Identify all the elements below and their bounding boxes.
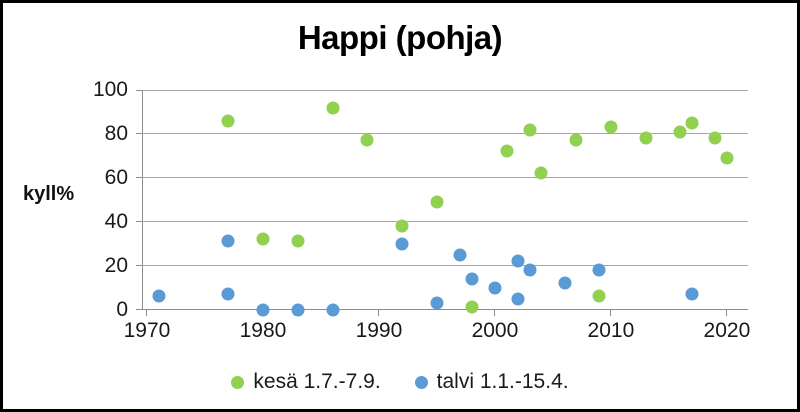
data-point-series1-7 (430, 296, 444, 310)
data-point-series1-0 (152, 289, 166, 303)
x-tick-2000 (494, 309, 496, 316)
x-tick-label-2010: 2010 (587, 318, 635, 342)
y-tick-0 (136, 309, 142, 310)
x-tick-label-1980: 1980 (239, 318, 287, 342)
data-point-series0-16 (685, 116, 699, 130)
y-tick-60 (136, 177, 142, 179)
data-point-series0-9 (523, 123, 537, 136)
data-point-series0-12 (592, 289, 606, 303)
data-point-series0-1 (256, 232, 270, 246)
data-point-series1-4 (291, 303, 305, 316)
data-point-series1-10 (488, 281, 502, 295)
gridline-y-20 (142, 265, 748, 267)
data-point-series1-14 (558, 276, 572, 290)
y-tick-100 (136, 89, 142, 91)
legend-label-0: kesä 1.7.-7.9. (253, 370, 381, 393)
x-tick-label-1990: 1990 (355, 318, 403, 342)
gridline-y-80 (142, 133, 748, 135)
data-point-series1-3 (256, 303, 270, 316)
data-point-series1-8 (453, 248, 467, 262)
data-point-series0-7 (465, 300, 479, 314)
data-point-series1-16 (685, 287, 699, 301)
data-point-series0-2 (291, 234, 305, 248)
y-tick-label-20: 20 (104, 253, 128, 277)
data-point-series1-11 (511, 254, 525, 268)
y-axis-line (141, 90, 143, 310)
data-point-series0-6 (430, 195, 444, 209)
x-tick-label-1970: 1970 (123, 318, 171, 342)
x-tick-label-2020: 2020 (703, 318, 751, 342)
data-point-series0-13 (604, 120, 618, 134)
y-tick-label-80: 80 (104, 121, 128, 145)
y-axis-title: kyll% (23, 183, 75, 205)
data-point-series0-10 (534, 166, 548, 180)
data-point-series1-15 (592, 263, 606, 277)
data-point-series0-5 (395, 219, 409, 233)
x-tick-label-2000: 2000 (471, 318, 519, 342)
x-tick-1970 (146, 309, 148, 316)
y-tick-label-0: 0 (116, 297, 128, 321)
data-point-series0-18 (720, 151, 734, 165)
y-tick-20 (136, 265, 142, 267)
y-tick-label-100: 100 (92, 78, 128, 101)
legend-item-1: talvi 1.1.-15.4. (414, 370, 569, 394)
data-point-series0-0 (221, 114, 235, 128)
data-point-series0-8 (500, 144, 514, 158)
gridline-y-60 (142, 177, 748, 179)
data-point-series1-5 (326, 303, 340, 316)
data-point-series0-11 (569, 133, 583, 147)
legend-marker-icon (414, 375, 428, 389)
x-tick-2010 (610, 309, 612, 316)
chart-title: Happi (pohja) (297, 19, 503, 56)
gridline-y-40 (142, 221, 748, 223)
data-point-series1-12 (511, 292, 525, 306)
gridline-y-100 (142, 89, 748, 91)
legend-item-0: kesä 1.7.-7.9. (231, 370, 381, 394)
data-point-series1-6 (395, 237, 409, 251)
data-point-series0-4 (360, 133, 374, 147)
y-tick-label-40: 40 (104, 209, 128, 233)
data-point-series0-14 (639, 131, 653, 145)
x-tick-1990 (378, 309, 380, 316)
data-point-series0-3 (326, 101, 340, 115)
legend-label-1: talvi 1.1.-15.4. (436, 370, 569, 393)
plot-area: 0 20 40 60 80 100 1970 1980 1990 2000 2010 2020 (93, 78, 750, 342)
legend-marker-icon (231, 375, 245, 389)
data-point-series1-9 (465, 272, 479, 286)
x-axis-line (142, 309, 748, 310)
data-point-series1-2 (221, 287, 235, 301)
x-tick-2020 (726, 309, 728, 316)
data-point-series0-17 (708, 131, 722, 145)
data-point-series1-13 (523, 263, 537, 277)
y-tick-label-60: 60 (104, 165, 128, 189)
legend: kesä 1.7.-7.9. talvi 1.1.-15.4. (3, 370, 797, 394)
data-point-series0-15 (673, 125, 687, 139)
data-point-series1-1 (221, 234, 235, 248)
y-tick-80 (136, 133, 142, 135)
y-tick-40 (136, 221, 142, 223)
